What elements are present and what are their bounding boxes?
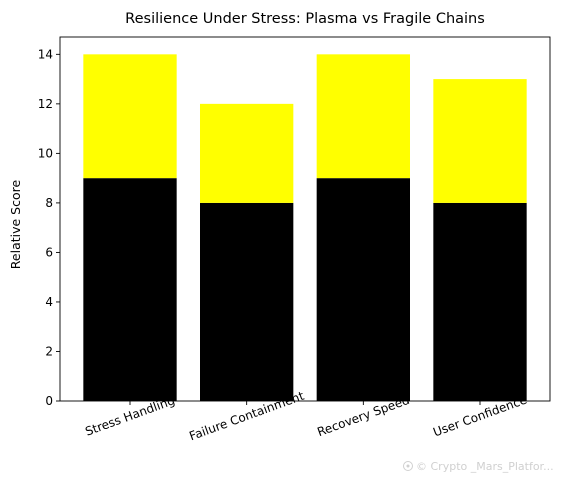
bar-series-1-3 [316, 178, 410, 401]
bar-series-2-3 [316, 54, 410, 179]
bars-layer [83, 54, 527, 401]
watermark-logo-icon [403, 461, 413, 471]
bar-series-1-4 [433, 202, 527, 401]
y-tick-label-4: 4 [45, 295, 53, 309]
y-tick-label-8: 8 [45, 196, 53, 210]
y-tick-label-6: 6 [45, 245, 53, 259]
watermark: © Crypto _Mars_Platfor... [403, 460, 554, 473]
watermark-text: © Crypto _Mars_Platfor... [416, 460, 554, 473]
y-axis-label: Relative Score [8, 180, 23, 270]
bar-series-2-4 [433, 79, 527, 203]
y-tick-label-0: 0 [45, 394, 53, 408]
chart-title: Resilience Under Stress: Plasma vs Fragi… [125, 11, 485, 27]
plot-frame [59, 36, 551, 402]
y-tick-label-12: 12 [38, 97, 53, 111]
bar-series-1-1 [83, 178, 177, 401]
y-tick-label-14: 14 [38, 47, 53, 61]
y-tick-label-2: 2 [45, 344, 53, 358]
bar-series-2-1 [83, 54, 177, 179]
bar-series-2-2 [200, 103, 294, 203]
y-tick-label-10: 10 [38, 146, 53, 160]
bar-series-1-2 [200, 202, 294, 401]
